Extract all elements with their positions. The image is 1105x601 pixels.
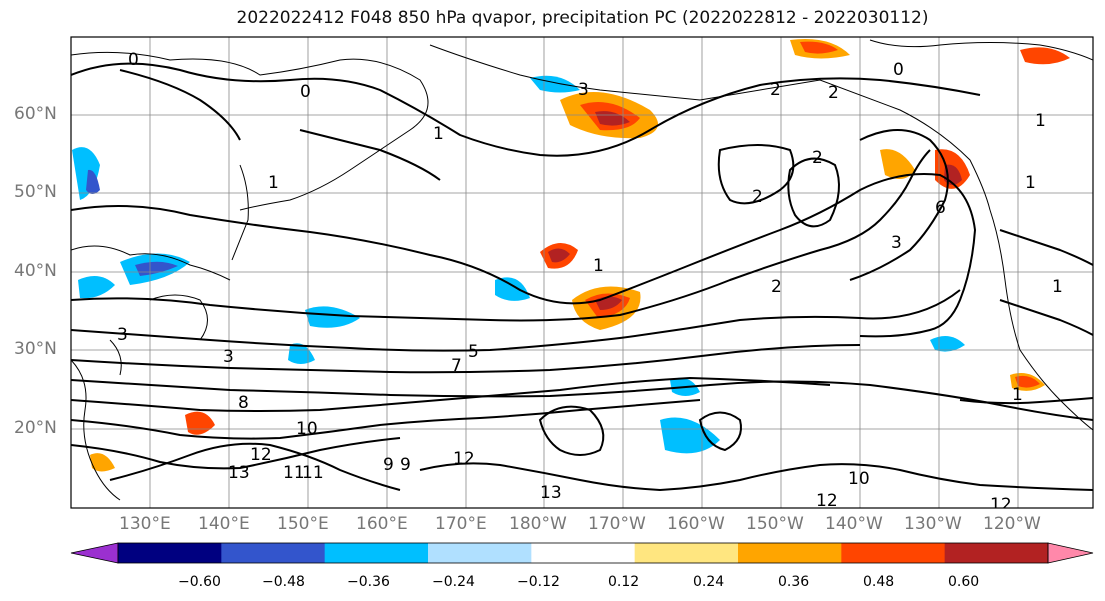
colorbar-tick-label: −0.36 xyxy=(347,574,390,590)
contour-label: 13 xyxy=(540,483,562,503)
contour-label: 1 xyxy=(593,256,604,276)
contour-label: 2 xyxy=(828,83,839,103)
colorbar-tick-label: −0.12 xyxy=(517,574,560,590)
contour-label: 11 xyxy=(302,463,324,483)
contour-label: 3 xyxy=(578,80,589,100)
precipitation-anomaly-shading xyxy=(72,39,1070,472)
colorbar-tick-label: −0.24 xyxy=(432,574,475,590)
contour-label: 3 xyxy=(117,325,128,345)
colorbar-tick-label: 0.60 xyxy=(948,574,980,590)
colorbar-frame xyxy=(117,542,1049,564)
contour-label: 9 xyxy=(383,455,394,475)
contour-label: 5 xyxy=(468,342,479,362)
coastlines xyxy=(71,39,1093,501)
plot-frame xyxy=(70,36,1094,509)
graticule xyxy=(71,37,1093,508)
longitude-label: 140°E xyxy=(198,514,250,534)
longitude-label: 170°W xyxy=(588,514,646,534)
contour-label: 1 xyxy=(433,124,444,144)
contour-label: 2 xyxy=(771,277,782,297)
longitude-label: 160°W xyxy=(667,514,725,534)
colorbar-tick-label: 0.12 xyxy=(608,574,640,590)
colorbar-segment xyxy=(944,543,1049,563)
longitude-label: 150°W xyxy=(746,514,804,534)
contour-label: 12 xyxy=(250,445,272,465)
colorbar xyxy=(70,542,1094,564)
latitude-label: 20°N xyxy=(14,418,57,438)
contour-label: 12 xyxy=(990,495,1012,515)
contour-label: 1 xyxy=(268,173,279,193)
longitude-label: 180°W xyxy=(509,514,567,534)
contour-label: 2 xyxy=(770,80,781,100)
longitude-label: 120°W xyxy=(983,514,1041,534)
colorbar-segment xyxy=(531,543,636,563)
contour-label: 6 xyxy=(935,198,946,218)
colorbar-tick-label: 0.48 xyxy=(863,574,895,590)
longitude-label: 130°W xyxy=(904,514,962,534)
qvapor-contours xyxy=(71,62,1093,492)
contour-label: 12 xyxy=(816,491,838,511)
colorbar-tick-label: 0.24 xyxy=(693,574,725,590)
contour-label: 11 xyxy=(283,463,305,483)
colorbar-tick-label: −0.48 xyxy=(262,574,305,590)
contour-label: 1 xyxy=(1035,111,1046,131)
colorbar-segment xyxy=(634,543,739,563)
contour-label: 10 xyxy=(848,469,870,489)
contour-label: 0 xyxy=(128,50,139,70)
colorbar-segment xyxy=(324,543,429,563)
latitude-label: 30°N xyxy=(14,339,57,359)
latitude-label: 50°N xyxy=(14,182,57,202)
longitude-label: 140°W xyxy=(825,514,883,534)
map-title: 2022022412 F048 850 hPa qvapor, precipit… xyxy=(236,8,929,28)
longitude-label: 150°E xyxy=(277,514,329,534)
colorbar-tick-label: −0.60 xyxy=(178,574,221,590)
contour-label: 1 xyxy=(1052,277,1063,297)
contour-label: 10 xyxy=(296,419,318,439)
contour-label: 3 xyxy=(891,233,902,253)
contour-label: 13 xyxy=(228,463,250,483)
colorbar-segment xyxy=(738,543,842,563)
contour-label: 7 xyxy=(451,356,462,376)
contour-label: 12 xyxy=(453,449,475,469)
contour-label: 9 xyxy=(400,455,411,475)
contour-label: 2 xyxy=(812,148,823,168)
colorbar-extend-min xyxy=(70,542,119,564)
colorbar-segment xyxy=(428,543,532,563)
contour-label: 2 xyxy=(752,187,763,207)
colorbar-segment xyxy=(841,543,946,563)
contour-label: 8 xyxy=(238,393,249,413)
colorbar-segment xyxy=(118,543,222,563)
contour-label: 1 xyxy=(1025,173,1036,193)
longitude-label: 170°E xyxy=(435,514,487,534)
contour-label: 3 xyxy=(223,347,234,367)
latitude-label: 40°N xyxy=(14,261,57,281)
longitude-label: 160°E xyxy=(356,514,408,534)
contour-label: 1 xyxy=(1012,385,1023,405)
colorbar-tick-label: 0.36 xyxy=(778,574,810,590)
colorbar-extend-max xyxy=(1047,542,1094,564)
contour-label: 0 xyxy=(300,82,311,102)
contour-label: 0 xyxy=(893,60,904,80)
latitude-label: 60°N xyxy=(14,104,57,124)
colorbar-segment xyxy=(221,543,326,563)
longitude-label: 130°E xyxy=(119,514,171,534)
